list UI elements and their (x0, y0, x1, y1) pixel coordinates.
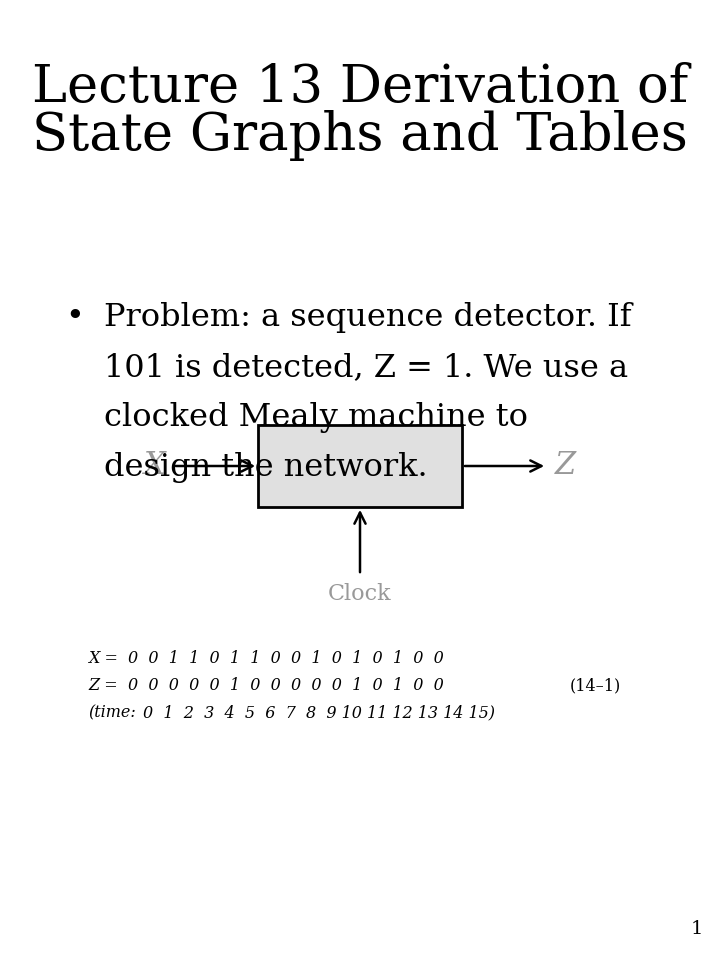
Text: (time:: (time: (88, 704, 136, 721)
Text: X: X (144, 450, 166, 482)
Text: Z: Z (554, 450, 575, 482)
Text: Lecture 13 Derivation of: Lecture 13 Derivation of (32, 62, 688, 113)
Text: 0  1  2  3  4  5  6  7  8  9 10 11 12 13 14 15): 0 1 2 3 4 5 6 7 8 9 10 11 12 13 14 15) (143, 704, 495, 721)
Text: Z =: Z = (88, 677, 117, 694)
Text: State Graphs and Tables: State Graphs and Tables (32, 110, 688, 161)
Text: •: • (65, 302, 84, 333)
Text: 101 is detected, Z = 1. We use a: 101 is detected, Z = 1. We use a (104, 352, 629, 383)
Text: 1: 1 (690, 920, 703, 938)
Text: 0  0  0  0  0  1  0  0  0  0  0  1  0  1  0  0: 0 0 0 0 0 1 0 0 0 0 0 1 0 1 0 0 (128, 677, 444, 694)
Text: (14–1): (14–1) (570, 677, 621, 694)
Text: design the network.: design the network. (104, 452, 428, 483)
Text: Clock: Clock (328, 583, 392, 605)
Text: Problem: a sequence detector. If: Problem: a sequence detector. If (104, 302, 632, 333)
Text: 0  0  1  1  0  1  1  0  0  1  0  1  0  1  0  0: 0 0 1 1 0 1 1 0 0 1 0 1 0 1 0 0 (128, 650, 444, 667)
Bar (258, 425, 462, 507)
Text: X =: X = (88, 650, 118, 667)
Text: clocked Mealy machine to: clocked Mealy machine to (104, 402, 528, 433)
